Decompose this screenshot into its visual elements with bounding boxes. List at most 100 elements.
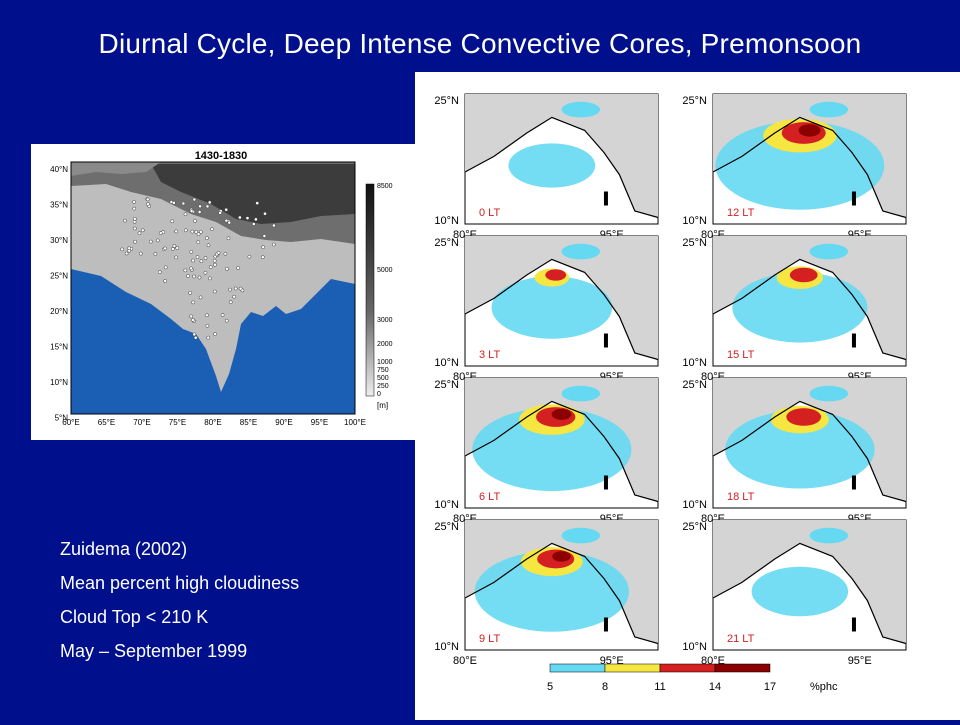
- station-marker: [224, 207, 229, 212]
- colorbar-label: 2000: [377, 341, 393, 348]
- station-marker: [245, 216, 250, 220]
- island-marker: [603, 191, 608, 206]
- station-marker: [193, 219, 197, 223]
- station-marker: [172, 244, 177, 248]
- panel-lat-bottom: 10°N: [682, 499, 707, 511]
- map-lon-labels: 60°E 65°E 70°E 75°E 80°E 85°E 90°E 95°E 100°E: [62, 418, 366, 427]
- station-marker: [163, 279, 168, 283]
- colorbar-swatch: [549, 663, 606, 673]
- panel-time-label: 0 LT: [479, 207, 500, 219]
- diurnal-cloudiness-panels: 0 LT 25°N 10°N 80°E 95°E 12 LT 25°N 10°N 80°E 95°…: [415, 72, 960, 720]
- station-marker: [213, 332, 217, 336]
- colorbar-tick-label: 5: [547, 681, 553, 693]
- station-marker: [175, 246, 180, 250]
- island-marker: [851, 475, 856, 490]
- station-marker: [233, 286, 238, 291]
- colorbar-label: 500: [377, 375, 389, 382]
- station-marker: [203, 256, 208, 260]
- lat-label: 40°N: [50, 165, 68, 174]
- station-marker: [213, 262, 217, 267]
- map-lat-labels: 40°N 35°N 30°N 25°N 20°N 15°N 10°N 5°N: [50, 165, 68, 423]
- lon-label: 95°E: [311, 418, 328, 427]
- station-marker: [218, 211, 222, 215]
- station-marker: [190, 229, 195, 234]
- colorbar-label: 8500: [377, 183, 393, 190]
- station-marker: [163, 265, 168, 270]
- station-marker: [225, 266, 229, 271]
- station-marker: [183, 212, 188, 217]
- colorbar-tick-label: 17: [764, 681, 776, 693]
- station-marker: [138, 251, 143, 256]
- station-marker: [228, 300, 233, 305]
- station-marker: [212, 258, 217, 263]
- station-marker: [238, 286, 243, 291]
- station-marker: [191, 300, 196, 305]
- station-marker: [183, 268, 188, 273]
- station-marker: [206, 243, 211, 248]
- station-marker: [189, 266, 193, 271]
- station-marker: [132, 226, 137, 231]
- station-marker: [262, 234, 267, 238]
- station-marker: [191, 318, 195, 322]
- station-marker: [247, 254, 252, 259]
- station-marker: [232, 294, 236, 299]
- island-marker: [851, 333, 856, 348]
- panel-lat-top: 25°N: [682, 95, 707, 107]
- station-marker: [188, 291, 193, 295]
- station-marker: [192, 332, 197, 337]
- station-marker: [216, 250, 221, 255]
- station-marker: [189, 314, 194, 319]
- station-marker: [255, 201, 260, 205]
- station-marker: [181, 201, 186, 206]
- panel-lat-top: 25°N: [682, 521, 707, 533]
- lon-label: 60°E: [62, 418, 79, 427]
- station-marker: [127, 246, 132, 251]
- station-marker: [205, 323, 210, 328]
- island-marker: [851, 191, 856, 206]
- station-marker: [192, 274, 196, 279]
- station-marker: [260, 255, 265, 260]
- station-marker: [205, 236, 209, 240]
- panel-time-label: 9 LT: [479, 633, 500, 645]
- map-frame: [70, 161, 356, 415]
- station-marker: [254, 217, 258, 222]
- lat-label: 10°N: [50, 378, 68, 387]
- station-marker: [261, 245, 265, 250]
- station-marker: [174, 255, 178, 260]
- lat-label: 15°N: [50, 343, 68, 352]
- colorbar-tick-label: 11: [654, 681, 665, 693]
- station-marker: [146, 202, 150, 207]
- station-marker: [196, 240, 201, 245]
- colorbar-label: 0: [377, 391, 381, 398]
- station-marker: [132, 206, 137, 211]
- map-title: 1430-1830: [195, 150, 248, 162]
- slide-title: Diurnal Cycle, Deep Intense Convective C…: [98, 28, 862, 59]
- station-marker: [172, 201, 176, 205]
- station-marker: [133, 239, 137, 244]
- station-marker: [189, 209, 194, 213]
- colorbar-label: 750: [377, 367, 389, 374]
- station-marker: [132, 200, 136, 204]
- topography-station-map: 1430-1830 40°N 35°N 30°N 25°N 20°N 15°N 10°N 5°…: [31, 144, 418, 440]
- lon-label: 90°E: [275, 418, 292, 427]
- station-marker: [153, 252, 158, 256]
- station-marker: [272, 223, 276, 228]
- station-marker: [183, 228, 188, 233]
- lat-label: 20°N: [50, 307, 68, 316]
- station-marker: [133, 216, 137, 221]
- panel-lat-top: 25°N: [682, 379, 707, 391]
- station-marker: [148, 239, 153, 244]
- panel-lat-bottom: 10°N: [434, 357, 459, 369]
- lon-label: 65°E: [98, 418, 115, 427]
- station-marker: [198, 230, 203, 234]
- station-marker: [145, 197, 150, 202]
- lat-label: 5°N: [55, 414, 69, 423]
- station-marker: [271, 242, 276, 247]
- station-marker: [170, 219, 175, 224]
- island-marker: [603, 617, 608, 632]
- station-marker: [192, 197, 197, 202]
